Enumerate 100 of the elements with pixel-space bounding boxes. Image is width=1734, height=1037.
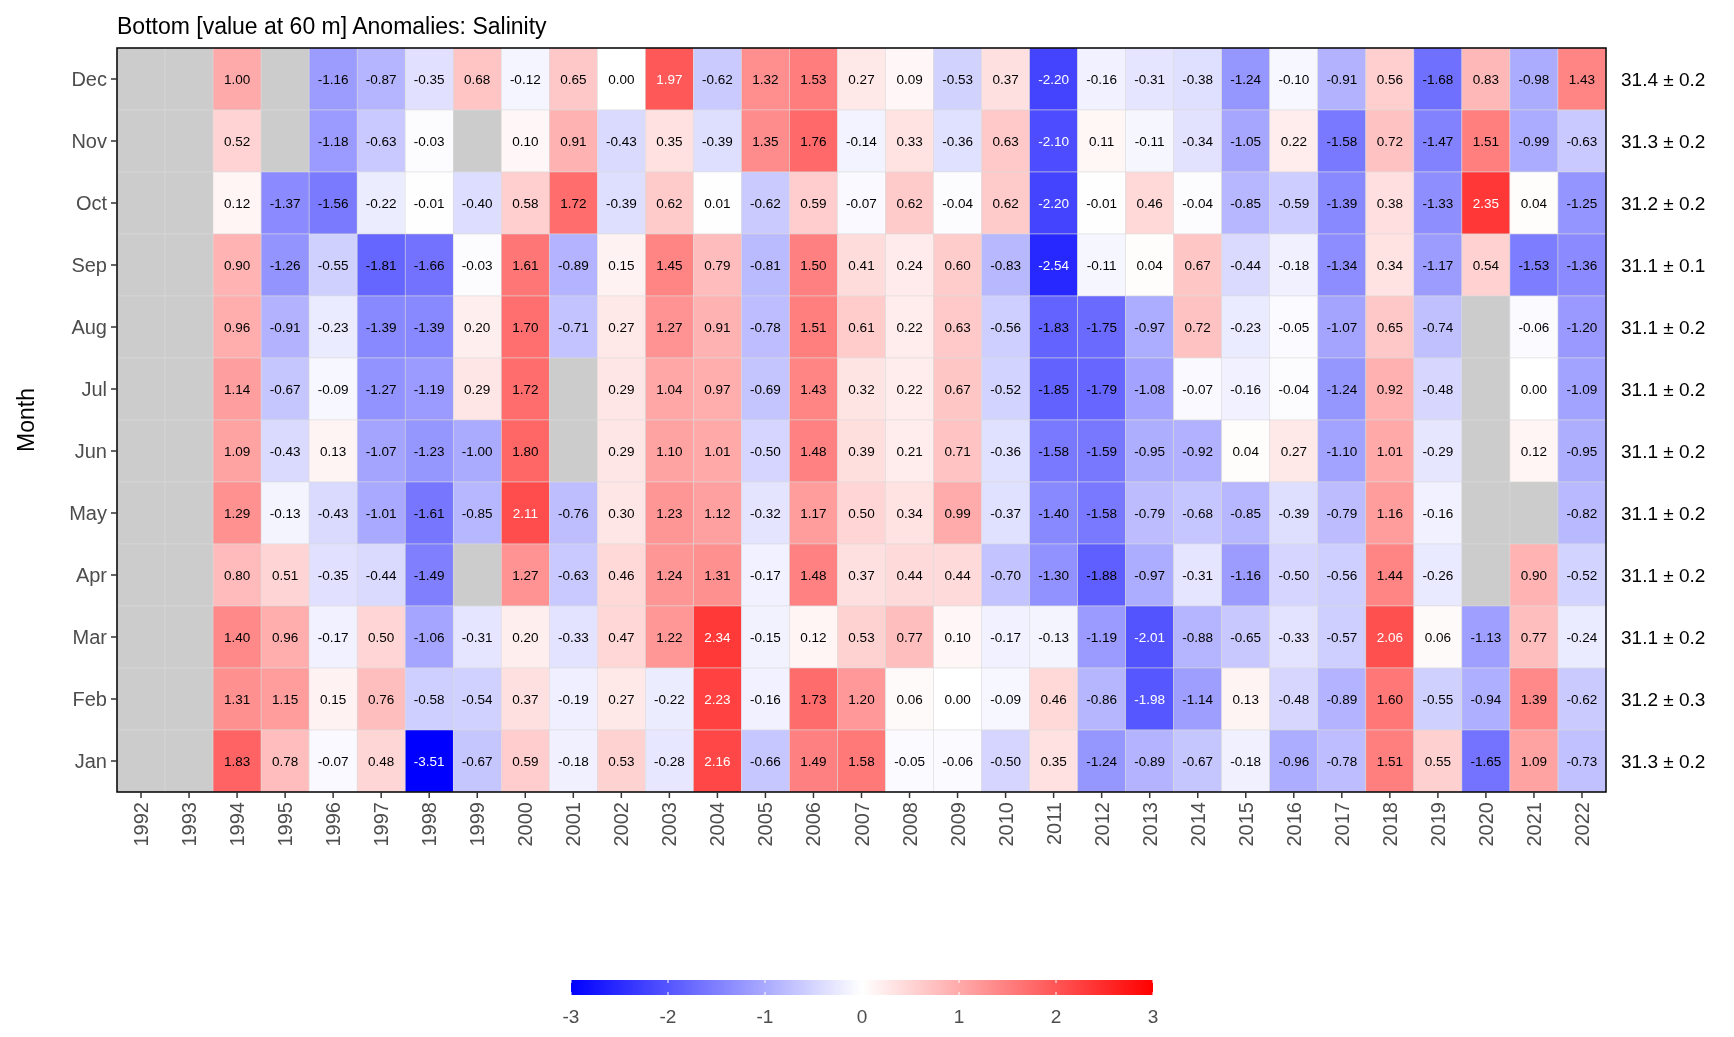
data-label: 0.72 (1376, 133, 1403, 149)
data-label: -0.35 (317, 567, 349, 583)
data-label: -1.27 (365, 381, 397, 397)
data-label: 0.15 (320, 691, 347, 707)
data-label: -0.09 (317, 381, 349, 397)
data-label: -0.29 (1422, 443, 1454, 459)
color-bar-label: -2 (659, 1006, 677, 1027)
data-label: 0.44 (944, 567, 972, 583)
data-label: 0.39 (848, 443, 875, 459)
data-label: 1.27 (512, 567, 539, 583)
data-label: -3.51 (413, 753, 445, 769)
data-label: -0.99 (1518, 133, 1550, 149)
data-label: -1.07 (1326, 319, 1358, 335)
data-label: -0.26 (1422, 567, 1454, 583)
data-label: -0.70 (990, 567, 1021, 583)
data-label: -1.26 (269, 257, 301, 273)
data-label: -1.58 (1038, 443, 1070, 459)
color-bar-label: -1 (756, 1006, 774, 1027)
data-label: 0.62 (896, 195, 923, 211)
data-label: -1.36 (1566, 257, 1598, 273)
data-label: -1.01 (365, 505, 397, 521)
x-tick-label: 2006 (802, 802, 825, 847)
data-label: -1.61 (413, 505, 445, 521)
y-tick-label: Apr (75, 564, 108, 586)
data-label: 0.67 (1184, 257, 1211, 273)
data-label: 0.72 (1184, 319, 1211, 335)
data-label: -0.14 (846, 133, 878, 149)
data-label: -1.25 (1566, 195, 1598, 211)
data-label: -0.53 (942, 71, 973, 87)
y-tick-label: Feb (72, 688, 107, 710)
y-axis-title: Month (13, 388, 39, 452)
x-tick-label: 2021 (1522, 802, 1545, 847)
data-label: 0.12 (1520, 443, 1548, 459)
data-label: 1.27 (656, 319, 683, 335)
color-bar-label: -3 (562, 1006, 580, 1027)
data-label: -0.15 (750, 629, 781, 645)
data-label: 0.99 (944, 505, 971, 521)
data-label: -1.81 (365, 257, 397, 273)
data-label: -0.63 (1566, 133, 1598, 149)
color-bar-label: 0 (856, 1006, 868, 1027)
x-tick-label: 2002 (610, 802, 633, 847)
data-label: 0.59 (800, 195, 827, 211)
data-label: -0.07 (317, 753, 349, 769)
data-label: -0.11 (1134, 133, 1165, 149)
data-label: -0.62 (750, 195, 781, 211)
data-label: -0.52 (990, 381, 1021, 397)
data-label: -0.97 (1134, 319, 1166, 335)
data-label: -0.39 (1278, 505, 1310, 521)
data-label: -0.55 (1422, 691, 1454, 707)
data-label: 0.58 (512, 195, 539, 211)
data-label: 1.16 (1376, 505, 1403, 521)
y-tick-label: Oct (75, 192, 108, 214)
data-label: 0.77 (1520, 629, 1548, 645)
data-label: 2.34 (704, 629, 732, 645)
y-tick-label: Jan (74, 750, 107, 772)
y-tick-label: Dec (71, 68, 107, 90)
data-label: -0.31 (1134, 71, 1166, 87)
data-label: -0.89 (1326, 691, 1358, 707)
x-tick-label: 1996 (322, 802, 345, 847)
x-tick-label: 1999 (466, 802, 489, 847)
data-label: -0.19 (557, 691, 589, 707)
data-label: -0.39 (605, 195, 637, 211)
data-label: 0.67 (944, 381, 971, 397)
data-label: 0.24 (896, 257, 924, 273)
data-label: -0.98 (1518, 71, 1550, 87)
x-tick-label: 2014 (1186, 802, 1209, 847)
data-label: 1.73 (800, 691, 827, 707)
data-label: -1.07 (365, 443, 397, 459)
data-label: -1.39 (413, 319, 445, 335)
data-label: 1.22 (656, 629, 683, 645)
data-label: 1.72 (560, 195, 587, 211)
data-label: -1.66 (413, 257, 445, 273)
x-tick-label: 2018 (1378, 802, 1401, 847)
data-label: 0.30 (608, 505, 635, 521)
data-label: 0.22 (896, 381, 923, 397)
data-label: 1.51 (1376, 753, 1403, 769)
data-label: -1.06 (413, 629, 445, 645)
x-tick-label: 2012 (1090, 802, 1113, 847)
data-label: -0.17 (317, 629, 349, 645)
data-label: 1.50 (800, 257, 827, 273)
data-label: -1.10 (1326, 443, 1358, 459)
x-tick-label: 2003 (658, 802, 681, 847)
data-label: 1.20 (848, 691, 875, 707)
data-label: 0.90 (223, 257, 251, 273)
data-label: -0.17 (750, 567, 781, 583)
data-label: -0.91 (269, 319, 301, 335)
data-label: 0.56 (1376, 71, 1403, 87)
data-label: 0.22 (896, 319, 923, 335)
data-label: -2.20 (1038, 71, 1070, 87)
x-tick-label: 1997 (370, 802, 393, 847)
x-tick-label: 1992 (130, 802, 153, 847)
data-label: -0.78 (750, 319, 781, 335)
data-label: 0.12 (800, 629, 827, 645)
data-label: 0.35 (1040, 753, 1067, 769)
data-label: 0.65 (560, 71, 587, 87)
data-label: 0.78 (271, 753, 299, 769)
data-label: -0.35 (413, 71, 445, 87)
data-label: 0.10 (512, 133, 539, 149)
data-label: -1.83 (1038, 319, 1070, 335)
data-label: -0.86 (1086, 691, 1118, 707)
